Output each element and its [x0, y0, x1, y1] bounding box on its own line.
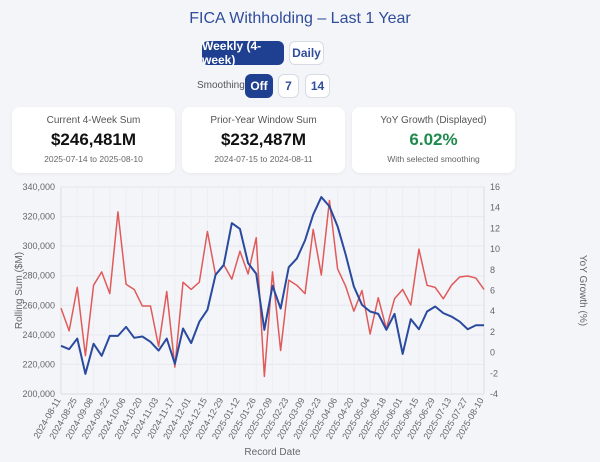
x-tick-label: 2024-11-03: [129, 396, 160, 440]
x-tick-label: 2024-08-11: [31, 396, 62, 440]
card-sub: With selected smoothing: [387, 154, 480, 164]
x-tick-label: 2024-12-01: [161, 396, 193, 441]
x-tick-label: 2025-01-12: [210, 396, 242, 441]
y-tick-label: 340,000: [22, 182, 55, 192]
x-tick-label: 2025-07-27: [438, 396, 470, 441]
y2-tick-label: -2: [490, 368, 498, 378]
card-label: Current 4-Week Sum: [46, 115, 141, 126]
x-tick-label: 2024-09-08: [64, 396, 96, 441]
x-tick-label: 2025-03-09: [275, 396, 307, 441]
page-title: FICA Withholding – Last 1 Year: [189, 10, 411, 27]
smoothing-label: Smoothing:: [197, 80, 248, 91]
y2-tick-label: -4: [490, 389, 498, 399]
y-tick-label: 220,000: [22, 359, 55, 369]
current-sum-card: Current 4-Week Sum $246,481M 2025-07-14 …: [12, 107, 175, 173]
y2-tick-label: 14: [490, 203, 500, 213]
x-tick-label: 2025-05-18: [356, 396, 388, 441]
y2-tick-label: 4: [490, 306, 495, 316]
y2-axis-title: YoY Growth (%): [577, 255, 588, 326]
smoothing-7-button[interactable]: 7: [278, 74, 299, 98]
x-tick-label: 2024-08-25: [47, 396, 79, 441]
card-label: YoY Growth (Displayed): [380, 115, 487, 126]
x-tick-label: 2025-04-06: [308, 396, 340, 441]
y-tick-label: 280,000: [22, 271, 55, 281]
y-tick-label: 260,000: [22, 300, 55, 310]
smoothing-14-button[interactable]: 14: [305, 74, 330, 98]
x-tick-label: 2024-11-17: [145, 396, 176, 440]
card-value: $246,481M: [50, 130, 137, 149]
card-value: 6.02%: [409, 130, 458, 149]
smoothing-off-button[interactable]: Off: [245, 74, 273, 98]
x-tick-label: 2025-06-01: [373, 396, 405, 441]
y-tick-label: 200,000: [22, 389, 55, 399]
x-tick-label: 2024-10-06: [96, 396, 128, 441]
yoy-growth-card: YoY Growth (Displayed) 6.02% With select…: [352, 107, 515, 173]
y2-tick-label: 12: [490, 223, 500, 233]
x-tick-label: 2025-02-09: [243, 396, 275, 441]
x-tick-label: 2025-08-10: [454, 396, 486, 441]
y-tick-label: 300,000: [22, 241, 55, 251]
daily-view-button[interactable]: Daily: [289, 41, 324, 65]
y-axis-title: Rolling Sum ($M): [14, 252, 25, 329]
card-label: Prior-Year Window Sum: [210, 115, 317, 126]
card-value: $232,487M: [220, 130, 307, 149]
weekly-view-button[interactable]: Weekly (4-week): [202, 39, 284, 67]
y2-tick-label: 10: [490, 244, 500, 254]
yoy-growth-line: [60, 199, 485, 378]
x-tick-label: 2025-07-13: [422, 396, 454, 441]
y2-tick-label: 8: [490, 265, 495, 275]
card-sub: 2025-07-14 to 2025-08-10: [44, 154, 143, 164]
y2-tick-label: 2: [490, 327, 495, 337]
x-tick-label: 2025-02-23: [259, 396, 291, 441]
y-tick-label: 240,000: [22, 330, 55, 340]
x-tick-label: 2024-09-22: [80, 396, 112, 441]
x-tick-label: 2025-06-15: [389, 396, 421, 441]
y2-tick-label: 16: [490, 182, 500, 192]
x-tick-label: 2025-05-04: [340, 396, 372, 441]
x-tick-label: 2025-01-26: [226, 396, 258, 441]
x-axis-title: Record Date: [244, 447, 301, 458]
card-sub: 2024-07-15 to 2024-08-11: [214, 154, 313, 164]
x-tick-label: 2024-10-20: [112, 396, 144, 441]
x-tick-label: 2025-06-29: [405, 396, 437, 441]
x-tick-label: 2025-04-20: [324, 396, 356, 441]
x-tick-label: 2024-12-15: [177, 396, 209, 441]
y-tick-label: 320,000: [22, 212, 55, 222]
y2-tick-label: 6: [490, 286, 495, 296]
prior-year-sum-card: Prior-Year Window Sum $232,487M 2024-07-…: [182, 107, 345, 173]
rolling-sum-line: [60, 196, 484, 375]
x-tick-label: 2024-12-29: [194, 396, 226, 441]
y2-tick-label: 0: [490, 348, 495, 358]
x-tick-label: 2025-03-23: [291, 396, 323, 441]
